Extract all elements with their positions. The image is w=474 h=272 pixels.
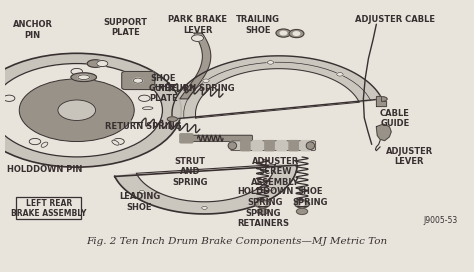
Text: RETURN SPRING: RETURN SPRING	[105, 122, 181, 131]
FancyBboxPatch shape	[301, 141, 310, 151]
Circle shape	[19, 79, 134, 141]
Text: ADJUSTER CABLE: ADJUSTER CABLE	[355, 16, 435, 24]
FancyBboxPatch shape	[241, 141, 250, 151]
Circle shape	[0, 64, 163, 157]
FancyBboxPatch shape	[180, 134, 193, 143]
Text: ADJUSTER
SCREW
ASSEMBLY: ADJUSTER SCREW ASSEMBLY	[251, 157, 299, 187]
Circle shape	[280, 31, 287, 35]
Text: RETURN SPRING: RETURN SPRING	[158, 84, 235, 93]
Circle shape	[255, 200, 270, 208]
Circle shape	[269, 187, 274, 190]
Text: LEADING
SHOE: LEADING SHOE	[119, 193, 160, 212]
Circle shape	[148, 84, 155, 88]
Ellipse shape	[71, 73, 97, 82]
Circle shape	[299, 202, 305, 205]
Text: SHOE
SPRING: SHOE SPRING	[293, 187, 328, 207]
Polygon shape	[376, 96, 386, 106]
FancyBboxPatch shape	[16, 197, 82, 219]
Ellipse shape	[78, 75, 90, 79]
Text: ANCHOR
PIN: ANCHOR PIN	[13, 20, 53, 40]
Text: TRAILING
SHOE: TRAILING SHOE	[236, 16, 280, 35]
Circle shape	[97, 61, 108, 67]
Circle shape	[58, 100, 96, 120]
FancyBboxPatch shape	[230, 141, 316, 150]
Circle shape	[295, 200, 310, 208]
Ellipse shape	[143, 107, 153, 110]
Text: CABLE
GUIDE: CABLE GUIDE	[380, 109, 410, 128]
Circle shape	[260, 202, 265, 205]
Text: ADJUSTER
LEVER: ADJUSTER LEVER	[386, 147, 433, 166]
Text: SHOE
GUIDE
PLATE: SHOE GUIDE PLATE	[149, 73, 178, 103]
FancyBboxPatch shape	[265, 141, 274, 151]
Circle shape	[191, 35, 203, 41]
Circle shape	[296, 208, 308, 214]
Text: HOLDDOWN PIN: HOLDDOWN PIN	[7, 165, 82, 174]
Text: J9005-53: J9005-53	[423, 216, 457, 225]
Ellipse shape	[87, 60, 103, 67]
Ellipse shape	[167, 117, 177, 121]
Ellipse shape	[377, 97, 387, 101]
Ellipse shape	[112, 140, 119, 145]
FancyBboxPatch shape	[184, 135, 252, 141]
Polygon shape	[115, 165, 297, 214]
Circle shape	[202, 206, 207, 209]
Text: HOLDDOWN
SPRING: HOLDDOWN SPRING	[237, 187, 293, 207]
Circle shape	[29, 138, 41, 145]
Ellipse shape	[228, 142, 237, 149]
Polygon shape	[180, 33, 211, 99]
Text: STRUT
AND
SPRING: STRUT AND SPRING	[172, 157, 208, 187]
Circle shape	[139, 190, 145, 193]
Circle shape	[71, 68, 82, 75]
Circle shape	[289, 30, 304, 38]
Polygon shape	[172, 56, 382, 119]
FancyBboxPatch shape	[253, 141, 262, 151]
Circle shape	[257, 208, 268, 214]
Circle shape	[0, 53, 181, 167]
Text: Fig. 2 Ten Inch Drum Brake Components—MJ Metric Ton: Fig. 2 Ten Inch Drum Brake Components—MJ…	[86, 237, 388, 246]
Circle shape	[133, 78, 143, 83]
FancyBboxPatch shape	[277, 141, 286, 151]
Circle shape	[337, 73, 343, 76]
Circle shape	[3, 95, 15, 101]
Ellipse shape	[41, 142, 48, 147]
Circle shape	[125, 120, 131, 123]
FancyBboxPatch shape	[289, 141, 298, 151]
Circle shape	[267, 61, 274, 64]
Text: SUPPORT
PLATE: SUPPORT PLATE	[103, 18, 147, 37]
Text: LEFT REAR
BRAKE ASSEMBLY: LEFT REAR BRAKE ASSEMBLY	[11, 199, 87, 218]
FancyBboxPatch shape	[122, 72, 155, 89]
Polygon shape	[376, 124, 391, 141]
Circle shape	[276, 29, 291, 37]
Ellipse shape	[306, 142, 315, 149]
Circle shape	[138, 95, 150, 101]
Text: SPRING
RETAINERS: SPRING RETAINERS	[237, 209, 289, 228]
Circle shape	[203, 79, 209, 82]
Circle shape	[113, 138, 124, 145]
Text: PARK BRAKE
LEVER: PARK BRAKE LEVER	[168, 16, 227, 35]
Circle shape	[293, 32, 300, 35]
